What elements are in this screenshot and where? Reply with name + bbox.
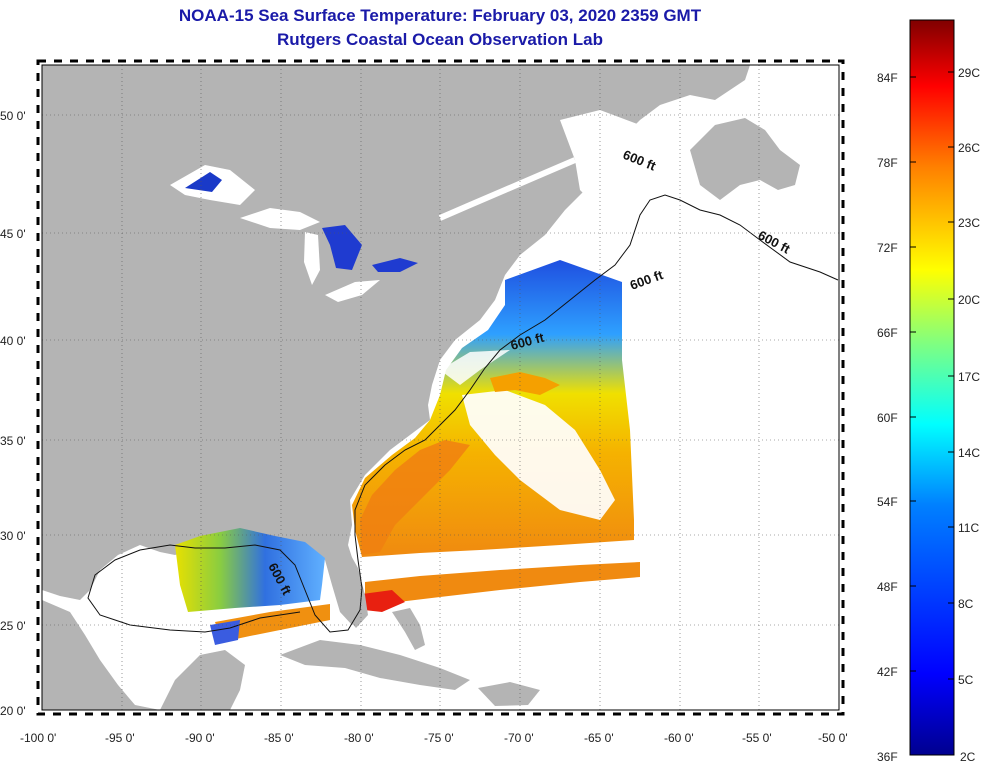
lon-label: -55 0' — [742, 731, 772, 745]
mexico-land — [42, 600, 160, 710]
north-america-land — [42, 65, 750, 625]
colorbar-c-label: 23C — [958, 216, 980, 230]
map-subtitle: Rutgers Coastal Ocean Observation Lab — [277, 30, 603, 49]
colorbar-f-label: 60F — [877, 411, 898, 425]
map-title: NOAA-15 Sea Surface Temperature: Februar… — [178, 6, 702, 25]
yucatan-land — [160, 650, 245, 710]
colorbar-c-label: 5C — [958, 673, 974, 687]
lake-ontario — [372, 258, 418, 272]
sst-swath-gulf-south — [215, 604, 330, 642]
newfoundland-land — [690, 118, 800, 200]
map-grid — [42, 65, 839, 710]
colorbar-c-label: 14C — [958, 446, 980, 460]
lon-label: -50 0' — [818, 731, 848, 745]
colorbar-f-label: 54F — [877, 495, 898, 509]
lon-label: -80 0' — [344, 731, 374, 745]
lat-label: 50 0' — [0, 109, 26, 123]
lon-label: -70 0' — [504, 731, 534, 745]
colorbar-f-label: 78F — [877, 156, 898, 170]
colorbar-c-label: 8C — [958, 597, 974, 611]
colorbar-f-label: 84F — [877, 71, 898, 85]
lat-label: 20 0' — [0, 704, 26, 718]
colorbar-f-label: 66F — [877, 326, 898, 340]
sst-swath-gulf — [175, 528, 325, 612]
lake-erie — [325, 280, 380, 302]
sst-warm-florida — [362, 590, 405, 612]
colorbar-c-label: 17C — [958, 370, 980, 384]
colorbar-ticks-left — [910, 76, 916, 672]
lon-label: -90 0' — [185, 731, 215, 745]
lat-label: 25 0' — [0, 619, 26, 633]
lake-superior — [240, 208, 320, 230]
colorbar-c-label: 26C — [958, 141, 980, 155]
colorbar-ticks-right — [948, 71, 954, 680]
lat-label: 40 0' — [0, 334, 26, 348]
colorbar-c-label: 20C — [958, 293, 980, 307]
lon-label: -65 0' — [584, 731, 614, 745]
lon-label: -95 0' — [105, 731, 135, 745]
lon-label: -100 0' — [20, 731, 56, 745]
colorbar — [909, 19, 955, 756]
colorbar-c-label: 2C — [960, 750, 976, 764]
gulf-stream — [360, 440, 470, 555]
map-frame-border — [36, 59, 845, 716]
colorbar-f-label: 48F — [877, 580, 898, 594]
lon-label: -60 0' — [664, 731, 694, 745]
cuba-land — [280, 640, 470, 690]
colorbar-f-label: 36F — [877, 750, 898, 764]
lat-label: 30 0' — [0, 529, 26, 543]
lake-huron — [322, 225, 362, 270]
warm-eddy — [490, 372, 560, 395]
lat-label: 45 0' — [0, 227, 26, 241]
james-bay-cold — [185, 172, 222, 192]
lon-label: -75 0' — [424, 731, 454, 745]
colorbar-c-label: 11C — [958, 521, 979, 535]
florida-land — [325, 545, 368, 628]
bahamas-land — [392, 608, 425, 650]
sst-swath-strip — [365, 562, 640, 606]
colorbar-c-label: 29C — [958, 66, 980, 80]
lon-label: -85 0' — [264, 731, 294, 745]
lake-michigan — [304, 232, 320, 285]
colorbar-f-label: 72F — [877, 241, 898, 255]
colorbar-f-label: 42F — [877, 665, 898, 679]
lat-label: 35 0' — [0, 434, 26, 448]
cloud-gap — [462, 390, 615, 520]
gulf-st-lawrence — [560, 110, 660, 210]
depth-contour-600ft — [87, 194, 839, 633]
gulf-cold-patch — [210, 620, 240, 645]
hispaniola-land — [478, 682, 540, 706]
map-frame — [41, 64, 840, 711]
st-lawrence-river — [438, 157, 577, 221]
